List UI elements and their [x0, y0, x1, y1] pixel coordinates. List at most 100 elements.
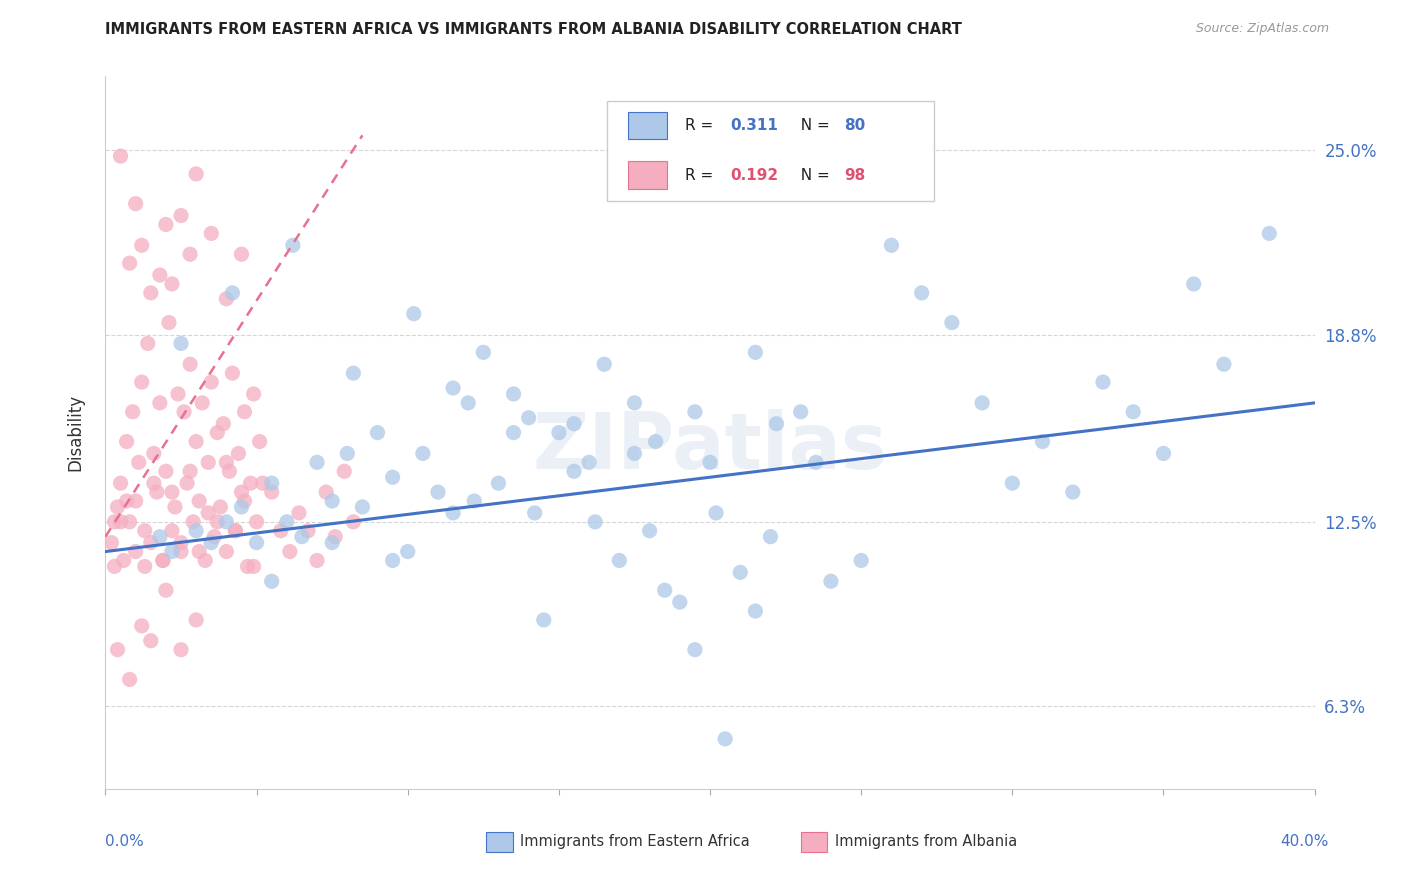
Point — [160, 485, 183, 500]
Point — [502, 387, 524, 401]
Point — [186, 613, 208, 627]
Point — [342, 515, 364, 529]
Point — [131, 375, 153, 389]
Point — [730, 566, 752, 580]
Point — [242, 559, 264, 574]
Point — [110, 149, 132, 163]
Point — [173, 405, 195, 419]
Point — [179, 464, 201, 478]
Point — [336, 446, 359, 460]
Point — [381, 470, 404, 484]
Point — [523, 506, 546, 520]
Point — [160, 524, 183, 538]
Point — [804, 455, 827, 469]
Point — [288, 506, 311, 520]
Point — [231, 247, 253, 261]
Point — [323, 530, 346, 544]
Point — [100, 535, 122, 549]
Point — [179, 357, 201, 371]
Point — [578, 455, 600, 469]
Point — [186, 524, 208, 538]
Point — [142, 446, 165, 460]
Point — [252, 476, 274, 491]
Point — [179, 247, 201, 261]
Point — [321, 494, 343, 508]
Point — [638, 524, 661, 538]
Point — [249, 434, 271, 449]
Point — [704, 506, 727, 520]
Point — [472, 345, 495, 359]
Point — [533, 613, 555, 627]
Point — [683, 405, 706, 419]
Point — [281, 238, 304, 252]
Point — [396, 544, 419, 558]
Point — [207, 515, 229, 529]
Point — [1032, 434, 1054, 449]
Text: Immigrants from Eastern Africa: Immigrants from Eastern Africa — [520, 834, 749, 849]
Point — [270, 524, 292, 538]
Point — [441, 381, 464, 395]
Point — [134, 559, 156, 574]
Point — [744, 345, 766, 359]
Point — [188, 544, 211, 558]
Point — [167, 387, 190, 401]
Point — [412, 446, 434, 460]
Point — [278, 544, 301, 558]
Point — [315, 485, 337, 500]
Point — [644, 434, 666, 449]
Point — [548, 425, 571, 440]
Point — [1122, 405, 1144, 419]
Point — [1092, 375, 1115, 389]
Point — [121, 405, 143, 419]
Point — [517, 410, 540, 425]
Point — [186, 167, 208, 181]
Point — [427, 485, 450, 500]
Text: 0.311: 0.311 — [731, 118, 779, 133]
FancyBboxPatch shape — [486, 832, 513, 852]
Point — [134, 524, 156, 538]
Point — [849, 553, 872, 567]
Point — [609, 553, 631, 567]
FancyBboxPatch shape — [607, 101, 934, 201]
Point — [231, 485, 253, 500]
Point — [402, 307, 425, 321]
Point — [160, 544, 183, 558]
Point — [149, 268, 172, 282]
Point — [562, 417, 585, 431]
Point — [112, 553, 135, 567]
Point — [124, 494, 148, 508]
Point — [155, 218, 177, 232]
Point — [276, 515, 298, 529]
Point — [297, 524, 319, 538]
Text: 40.0%: 40.0% — [1281, 834, 1329, 848]
Point — [149, 396, 172, 410]
Point — [941, 316, 963, 330]
Point — [118, 256, 141, 270]
Point — [124, 544, 148, 558]
Point — [139, 285, 162, 300]
Point — [242, 387, 264, 401]
Text: 80: 80 — [844, 118, 866, 133]
Point — [260, 574, 283, 589]
Point — [714, 731, 737, 746]
Point — [228, 446, 250, 460]
Point — [131, 238, 153, 252]
Point — [699, 455, 721, 469]
Point — [246, 535, 269, 549]
Point — [321, 535, 343, 549]
Point — [307, 553, 329, 567]
Point — [669, 595, 692, 609]
Point — [200, 375, 222, 389]
Point — [342, 366, 364, 380]
Point — [202, 530, 225, 544]
Point — [186, 434, 208, 449]
Point — [765, 417, 787, 431]
Point — [218, 464, 240, 478]
Point — [683, 642, 706, 657]
Text: N =: N = — [792, 118, 835, 133]
Point — [128, 455, 150, 469]
Point — [170, 535, 193, 549]
Point — [110, 476, 132, 491]
Point — [170, 544, 193, 558]
Point — [209, 500, 232, 514]
